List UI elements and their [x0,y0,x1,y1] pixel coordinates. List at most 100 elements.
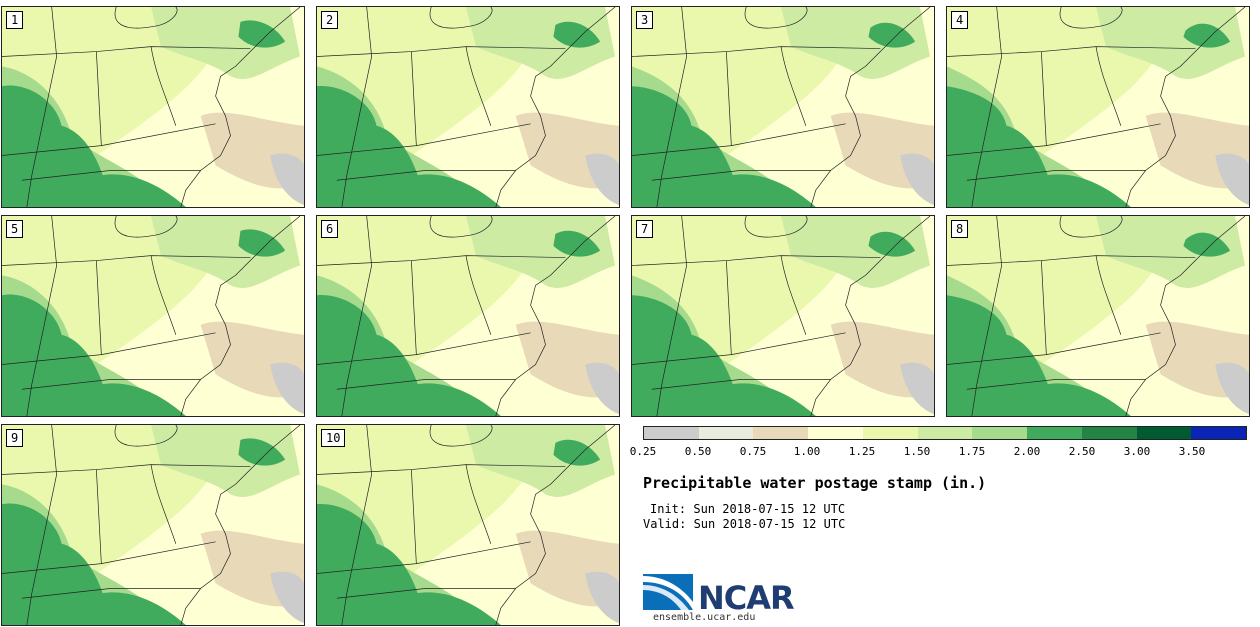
stamp-1: 1 [1,6,305,208]
state-line [336,588,516,599]
boundaries [947,7,1246,207]
field-very-dry [1215,362,1249,415]
field-dark [2,503,112,625]
field-very-dry [900,362,934,415]
color-legend [643,426,1247,440]
field-dark [238,438,286,466]
state-line [1041,51,1047,146]
legend-swatch-8 [1081,427,1137,439]
legend-tick: 3.50 [1178,445,1206,458]
state-line [341,7,372,207]
state-line [411,51,417,146]
state-line [465,464,492,544]
lake-outline [1059,7,1123,29]
state-line [632,255,881,266]
field-dark [632,86,742,207]
state-line [411,260,417,355]
legend-tick: 1.25 [848,445,876,458]
state-line [780,46,807,126]
state-line [150,255,177,335]
field-dark [2,294,112,416]
legend-swatch-0 [644,427,699,439]
field-dark [1041,174,1131,207]
state-line [947,46,1196,57]
lake-outline [744,216,808,238]
field-dark [411,383,501,416]
ncar-logo: NCAR ensemble.ucar.edu [643,570,795,626]
state-line [2,46,251,57]
legend-tick: 2.50 [1068,445,1096,458]
state-line [947,332,1161,365]
precip-map [947,216,1249,416]
field-very-dry [270,571,304,624]
stamp-2: 2 [316,6,620,208]
field-dark [726,174,816,207]
state-line [651,170,831,181]
precip-map [632,7,934,207]
legend-tick: 1.00 [793,445,821,458]
precip-map [317,425,619,625]
state-line [971,7,1002,207]
ncar-wordmark: NCAR [698,579,795,617]
coastline [495,7,616,207]
legend-tick: 0.75 [739,445,767,458]
lake-outline [114,7,178,29]
legend-swatch-1 [698,427,754,439]
state-line [971,216,1002,416]
field-dark [1183,232,1231,257]
field-very-dry [585,153,619,206]
state-line [2,464,251,475]
boundaries [632,7,931,207]
field-very-dry [900,153,934,206]
lake-outline [429,425,493,447]
field-dark [1183,23,1231,48]
field-dark [317,504,427,625]
state-line [341,216,372,416]
stamp-9: 9 [1,424,305,626]
field-dark [96,592,186,625]
field-dark [96,174,186,207]
legend-swatch-9 [1136,427,1192,439]
state-line [26,216,57,416]
state-line [465,46,492,126]
state-line [1095,46,1122,126]
boundaries [2,425,301,625]
state-line [336,170,516,181]
state-line [1041,260,1047,355]
field-dark [1041,383,1131,416]
precip-map [2,7,304,207]
stamp-number: 9 [6,429,24,447]
time-info: Init: Sun 2018-07-15 12 UTC Valid: Sun 2… [643,502,845,532]
state-line [96,260,102,355]
boundaries [947,216,1246,416]
ncar-swoosh-icon [643,574,693,610]
state-line [947,123,1161,156]
state-line [726,51,732,146]
state-line [411,469,417,564]
stamp-number: 5 [6,220,24,238]
init-time: Init: Sun 2018-07-15 12 UTC [650,502,846,516]
legend-tick: 0.50 [684,445,712,458]
precip-map [317,7,619,207]
coastline [1125,7,1246,207]
state-line [651,379,831,390]
coastline [1125,216,1246,416]
lake-outline [114,216,178,238]
boundaries [2,7,301,207]
stamp-number: 2 [321,11,339,29]
legend-swatch-2 [753,427,809,439]
coastline [495,425,616,625]
state-line [21,170,201,181]
state-line [21,588,201,599]
state-line [26,425,57,625]
state-line [21,379,201,390]
precip-map [632,216,934,416]
precip-map [317,216,619,416]
precip-map [947,7,1249,207]
state-line [150,464,177,544]
coastline [180,425,301,625]
legend-tick: 3.00 [1123,445,1151,458]
field-very-dry [585,362,619,415]
state-line [2,541,216,574]
state-line [966,379,1146,390]
